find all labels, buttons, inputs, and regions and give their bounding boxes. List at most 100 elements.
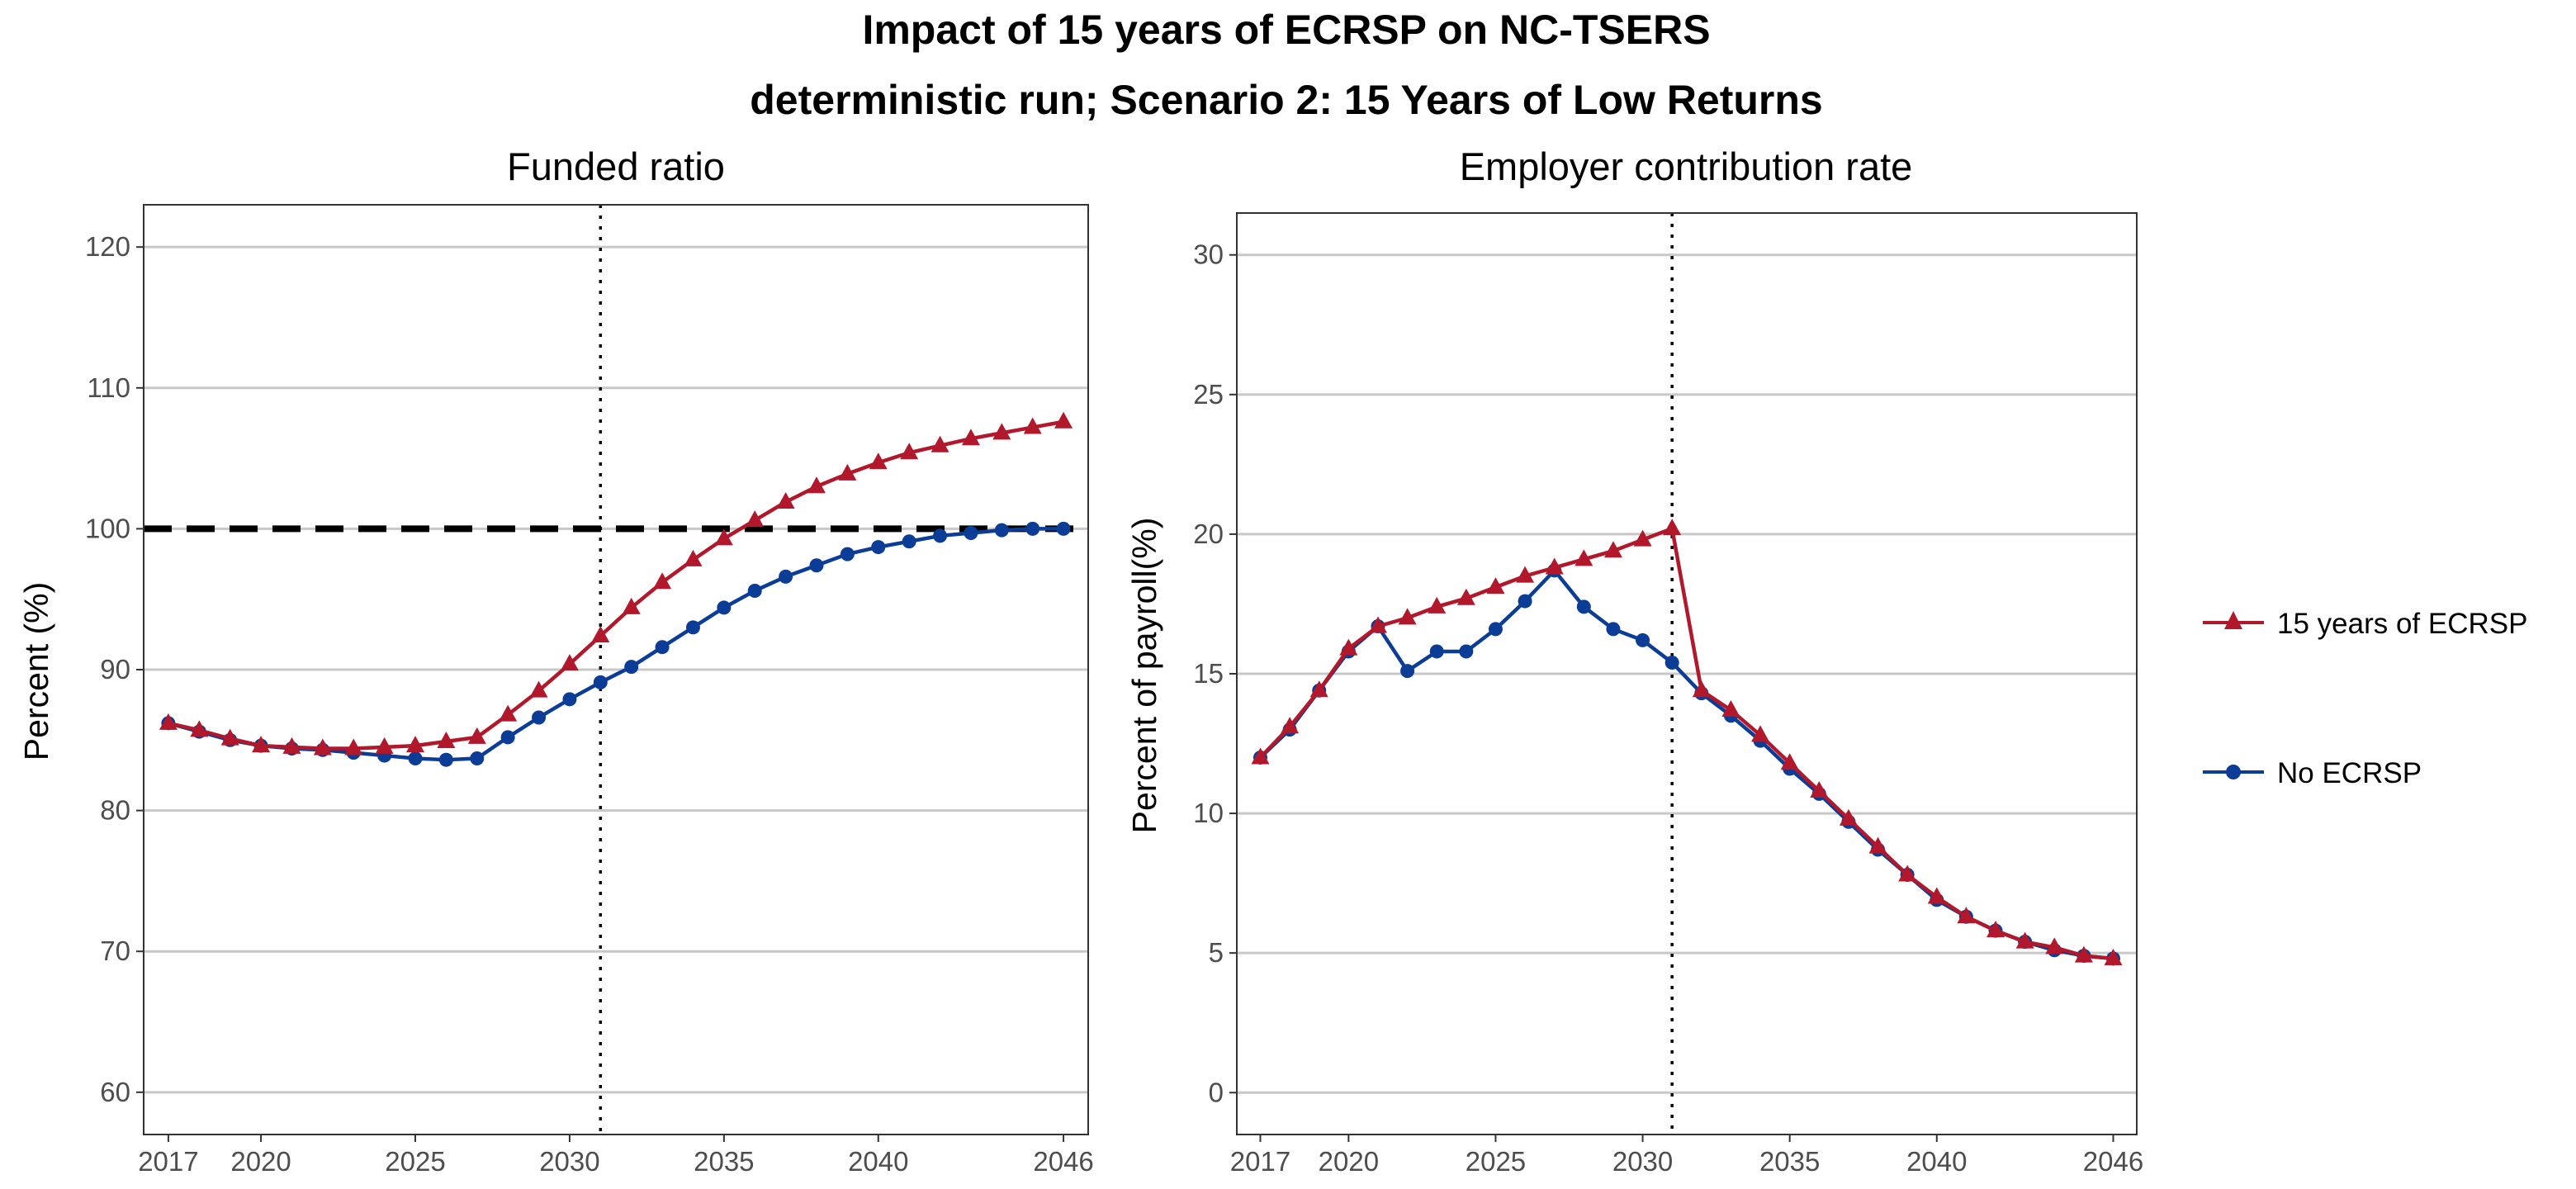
data-point-ecrsp [405, 736, 424, 753]
data-point-ecrsp [1368, 616, 1387, 633]
data-point-no-ecrsp [994, 523, 1009, 538]
data-point-ecrsp [1927, 887, 1946, 904]
data-point-ecrsp [529, 680, 548, 698]
x-tick-label: 2017 [1230, 1146, 1290, 1177]
data-point-no-ecrsp [438, 752, 453, 767]
y-tick-label: 120 [85, 231, 130, 262]
series-line-ecrsp [168, 419, 1064, 751]
series-line-no-ecrsp [1258, 568, 2114, 961]
x-tick-label: 2025 [385, 1146, 445, 1177]
data-point-ecrsp [467, 727, 486, 744]
x-tick-label: 2017 [138, 1146, 198, 1177]
data-point-ecrsp [1574, 549, 1593, 566]
data-point-no-ecrsp [1606, 622, 1621, 637]
data-point-no-ecrsp [809, 558, 824, 573]
data-point-ecrsp [1023, 417, 1042, 434]
data-point-ecrsp [930, 435, 949, 452]
data-point-ecrsp [159, 713, 178, 730]
contribution-rate-panel: Employer contribution rate Percent of pa… [1125, 144, 2143, 1177]
data-point-no-ecrsp [964, 526, 978, 541]
data-point-no-ecrsp [1576, 599, 1591, 614]
data-point-ecrsp [1545, 557, 1564, 575]
data-point-ecrsp [1486, 577, 1505, 594]
y-tick-label: 5 [1209, 937, 1224, 968]
y-tick-label: 80 [100, 795, 130, 826]
data-point-no-ecrsp [470, 751, 485, 765]
x-tick-label: 2035 [1759, 1146, 1820, 1177]
data-point-ecrsp [1251, 747, 1270, 765]
x-tick-label: 2046 [2083, 1146, 2143, 1177]
data-point-no-ecrsp [933, 528, 948, 543]
data-point-no-ecrsp [1429, 644, 1444, 659]
data-point-ecrsp [1868, 836, 1887, 854]
data-point-ecrsp [1309, 680, 1328, 698]
panel-title-contribution-rate: Employer contribution rate [1460, 144, 1913, 188]
data-point-no-ecrsp [747, 583, 762, 598]
y-tick-label: 25 [1193, 379, 1224, 410]
data-point-no-ecrsp [902, 534, 916, 549]
data-point-no-ecrsp [593, 675, 608, 689]
y-tick-label: 30 [1193, 239, 1224, 270]
data-point-ecrsp [746, 510, 765, 528]
data-point-ecrsp [1456, 588, 1475, 605]
series-line-no-ecrsp [168, 527, 1064, 762]
data-point-ecrsp [560, 654, 579, 671]
data-point-ecrsp [1281, 717, 1300, 734]
data-point-ecrsp [869, 452, 888, 470]
legend: 15 years of ECRSP No ECRSP [2203, 608, 2527, 789]
data-point-ecrsp [1516, 566, 1535, 583]
data-point-ecrsp [1898, 865, 1917, 882]
data-point-no-ecrsp [779, 569, 793, 584]
data-point-no-ecrsp [655, 640, 670, 655]
data-point-ecrsp [1663, 519, 1682, 536]
x-tick-label: 2035 [694, 1146, 754, 1177]
data-point-ecrsp [684, 549, 703, 566]
data-point-ecrsp [1957, 907, 1976, 924]
data-point-no-ecrsp [1459, 644, 1474, 659]
series-line-ecrsp [1258, 526, 2114, 961]
data-point-ecrsp [1339, 638, 1358, 656]
data-point-ecrsp [1633, 529, 1652, 547]
legend-label-ecrsp: 15 years of ECRSP [2277, 608, 2527, 640]
data-point-ecrsp [1780, 753, 1799, 770]
y-tick-label: 70 [100, 936, 130, 966]
y-axis-label-funded-ratio: Percent (%) [17, 582, 55, 760]
data-point-ecrsp [437, 732, 456, 749]
y-tick-label: 100 [85, 513, 130, 543]
data-point-ecrsp [807, 476, 826, 494]
data-point-ecrsp [375, 737, 394, 754]
data-point-no-ecrsp [500, 730, 515, 745]
x-tick-label: 2020 [230, 1146, 291, 1177]
legend-label-no-ecrsp: No ECRSP [2277, 757, 2422, 789]
y-axis-label-contribution-rate: Percent of payroll(%) [1125, 518, 1163, 834]
panel-title-funded-ratio: Funded ratio [507, 144, 725, 188]
data-point-no-ecrsp [871, 540, 886, 555]
data-point-ecrsp [313, 738, 332, 756]
data-point-ecrsp [591, 626, 610, 643]
data-point-no-ecrsp [1025, 521, 1040, 536]
x-tick-label: 2040 [848, 1146, 908, 1177]
data-point-ecrsp [622, 597, 641, 614]
data-point-ecrsp [1428, 596, 1447, 613]
data-point-ecrsp [220, 728, 239, 746]
x-tick-label: 2030 [1612, 1146, 1673, 1177]
data-point-ecrsp [2074, 945, 2093, 963]
data-point-no-ecrsp [1636, 632, 1650, 647]
legend-item-ecrsp: 15 years of ECRSP [2203, 608, 2527, 640]
data-point-ecrsp [714, 528, 733, 546]
y-tick-label: 90 [100, 654, 130, 685]
data-point-ecrsp [1398, 608, 1417, 625]
data-point-no-ecrsp [532, 710, 547, 725]
data-point-ecrsp [961, 429, 980, 446]
x-tick-label: 2046 [1033, 1146, 1093, 1177]
data-point-no-ecrsp [1400, 664, 1415, 679]
data-point-ecrsp [1721, 699, 1740, 717]
data-point-no-ecrsp [624, 660, 639, 675]
legend-item-no-ecrsp: No ECRSP [2203, 757, 2422, 789]
figure-title: Impact of 15 years of ECRSP on NC-TSERS [862, 7, 1710, 53]
data-point-ecrsp [1603, 541, 1622, 558]
y-tick-label: 110 [87, 372, 130, 403]
data-point-no-ecrsp [408, 751, 423, 765]
data-point-no-ecrsp [840, 547, 855, 561]
